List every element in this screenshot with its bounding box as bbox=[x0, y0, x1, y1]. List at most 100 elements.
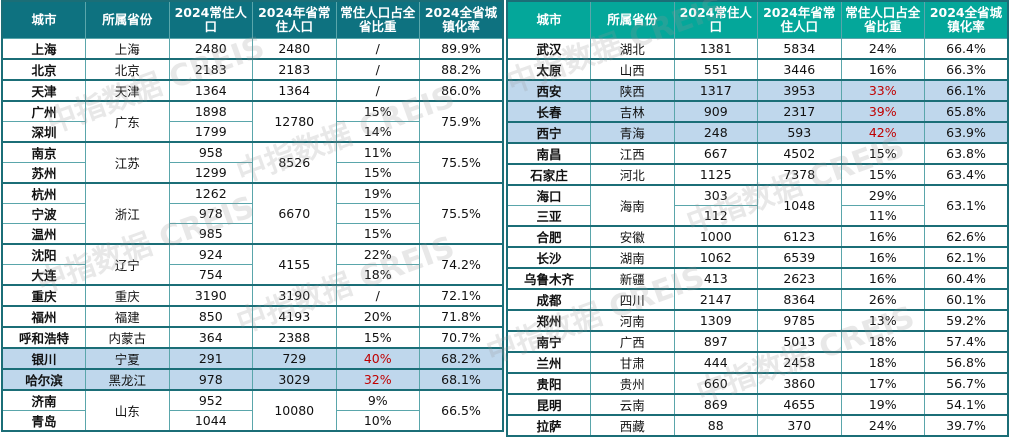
urbanization-rate: 63.4% bbox=[924, 163, 1009, 186]
urbanization-rate: 71.8% bbox=[419, 305, 504, 328]
city-name: 天津 bbox=[1, 79, 86, 102]
city-name: 长春 bbox=[506, 100, 591, 123]
province-name: 江西 bbox=[590, 142, 675, 165]
city-population: 291 bbox=[168, 347, 253, 370]
table-row: 济南 山东 952 10080 9% 66.5% bbox=[1, 389, 504, 432]
urbanization-rate: 59.2% bbox=[924, 309, 1009, 332]
city-population-table-right: 城市 所属省份 2024常住人口 2024年省常住人口 常住人口占全省比重 20… bbox=[506, 0, 1009, 437]
population-share: 15% bbox=[840, 142, 925, 165]
city-population: 364 bbox=[168, 326, 253, 349]
city-name: 温州 bbox=[1, 223, 86, 245]
city-name: 郑州 bbox=[506, 309, 591, 332]
city-name: 石家庄 bbox=[506, 163, 591, 186]
population-share: 15% bbox=[335, 203, 420, 224]
province-population: 3029 bbox=[252, 368, 337, 391]
table-row: 西宁 青海 248 593 42% 63.9% bbox=[506, 121, 1009, 144]
province-population: 370 bbox=[757, 414, 842, 437]
city-population: 869 bbox=[673, 393, 758, 416]
province-name: 山东 bbox=[85, 389, 170, 432]
province-population: 6123 bbox=[757, 225, 842, 248]
population-share: / bbox=[335, 284, 420, 307]
header-province-pop: 2024年省常住人口 bbox=[757, 0, 842, 39]
header-urbanization: 2024全省城镇化率 bbox=[419, 0, 504, 39]
city-name: 哈尔滨 bbox=[1, 368, 86, 391]
city-name: 广州 bbox=[1, 100, 86, 122]
province-name: 青海 bbox=[590, 121, 675, 144]
table-row: 兰州 甘肃 444 2458 18% 56.8% bbox=[506, 351, 1009, 374]
right-table-container: 城市 所属省份 2024常住人口 2024年省常住人口 常住人口占全省比重 20… bbox=[506, 0, 1009, 437]
city-population: 1317 bbox=[673, 79, 758, 102]
population-share: 14% bbox=[335, 121, 420, 143]
city-population: 2183 bbox=[168, 58, 253, 81]
city-name: 南宁 bbox=[506, 330, 591, 353]
city-population: 978 bbox=[168, 203, 253, 224]
table-body: 武汉 湖北 1381 5834 24% 66.4% 太原 山西 551 3446 16% 66.3% 西… bbox=[506, 38, 1009, 437]
city-population: 1799 bbox=[168, 121, 253, 143]
city-name: 济南 bbox=[1, 389, 86, 411]
province-name: 重庆 bbox=[85, 284, 170, 307]
population-share: 15% bbox=[335, 326, 420, 349]
urbanization-rate: 75.9% bbox=[419, 100, 504, 143]
city-name: 昆明 bbox=[506, 393, 591, 416]
province-population: 1048 bbox=[757, 184, 842, 227]
province-population: 2317 bbox=[757, 100, 842, 123]
city-name: 成都 bbox=[506, 288, 591, 311]
population-share: 16% bbox=[840, 246, 925, 269]
province-population: 5834 bbox=[757, 38, 842, 60]
province-population: 4193 bbox=[252, 305, 337, 328]
city-name: 青岛 bbox=[1, 410, 86, 432]
table-row: 郑州 河南 1309 9785 13% 59.2% bbox=[506, 309, 1009, 332]
table-row: 沈阳 辽宁 924 4155 22% 74.2% bbox=[1, 243, 504, 286]
urbanization-rate: 60.1% bbox=[924, 288, 1009, 311]
city-population: 444 bbox=[673, 351, 758, 374]
urbanization-rate: 62.6% bbox=[924, 225, 1009, 248]
table-row: 杭州 浙江 1262 6670 19% 75.5% bbox=[1, 182, 504, 245]
city-name: 上海 bbox=[1, 38, 86, 60]
table-row: 乌鲁木齐 新疆 413 2623 16% 60.4% bbox=[506, 267, 1009, 290]
left-table-container: 城市 所属省份 2024常住人口 2024年省常住人口 常住人口占全省比重 20… bbox=[1, 0, 504, 432]
province-name: 山西 bbox=[590, 58, 675, 81]
province-population: 729 bbox=[252, 347, 337, 370]
city-population: 1044 bbox=[168, 410, 253, 432]
population-share: 19% bbox=[840, 393, 925, 416]
province-name: 西藏 bbox=[590, 414, 675, 437]
province-population: 1364 bbox=[252, 79, 337, 102]
city-population: 88 bbox=[673, 414, 758, 437]
table-row: 海口 海南 303 1048 29% 63.1% bbox=[506, 184, 1009, 227]
province-population: 7378 bbox=[757, 163, 842, 186]
city-name: 合肥 bbox=[506, 225, 591, 248]
urbanization-rate: 86.0% bbox=[419, 79, 504, 102]
city-name: 海口 bbox=[506, 184, 591, 206]
province-name: 宁夏 bbox=[85, 347, 170, 370]
urbanization-rate: 66.3% bbox=[924, 58, 1009, 81]
table-row: 呼和浩特 内蒙古 364 2388 15% 70.7% bbox=[1, 326, 504, 349]
province-population: 2183 bbox=[252, 58, 337, 81]
table-row: 南宁 广西 897 5013 18% 57.4% bbox=[506, 330, 1009, 353]
header-share: 常住人口占全省比重 bbox=[840, 0, 925, 39]
table-row: 广州 广东 1898 12780 15% 75.9% bbox=[1, 100, 504, 143]
province-population: 6670 bbox=[252, 182, 337, 245]
province-name: 贵州 bbox=[590, 372, 675, 395]
province-name: 甘肃 bbox=[590, 351, 675, 374]
province-name: 新疆 bbox=[590, 267, 675, 290]
province-population: 3446 bbox=[757, 58, 842, 81]
urbanization-rate: 89.9% bbox=[419, 38, 504, 60]
urbanization-rate: 63.1% bbox=[924, 184, 1009, 227]
city-population: 1299 bbox=[168, 162, 253, 184]
table-body: 上海 上海 2480 2480/89.9% 北京 北京 2183 2183/88.2% 天津 天津… bbox=[1, 38, 504, 432]
population-share: 11% bbox=[335, 141, 420, 163]
population-share: 16% bbox=[840, 58, 925, 81]
urbanization-rate: 68.1% bbox=[419, 368, 504, 391]
city-name: 南京 bbox=[1, 141, 86, 163]
province-name: 广东 bbox=[85, 100, 170, 143]
urbanization-rate: 88.2% bbox=[419, 58, 504, 81]
city-name: 沈阳 bbox=[1, 243, 86, 265]
city-name: 兰州 bbox=[506, 351, 591, 374]
urbanization-rate: 70.7% bbox=[419, 326, 504, 349]
population-share: 18% bbox=[840, 330, 925, 353]
city-name: 三亚 bbox=[506, 205, 591, 227]
city-population: 909 bbox=[673, 100, 758, 123]
population-share: / bbox=[335, 79, 420, 102]
province-population: 2623 bbox=[757, 267, 842, 290]
urbanization-rate: 62.1% bbox=[924, 246, 1009, 269]
